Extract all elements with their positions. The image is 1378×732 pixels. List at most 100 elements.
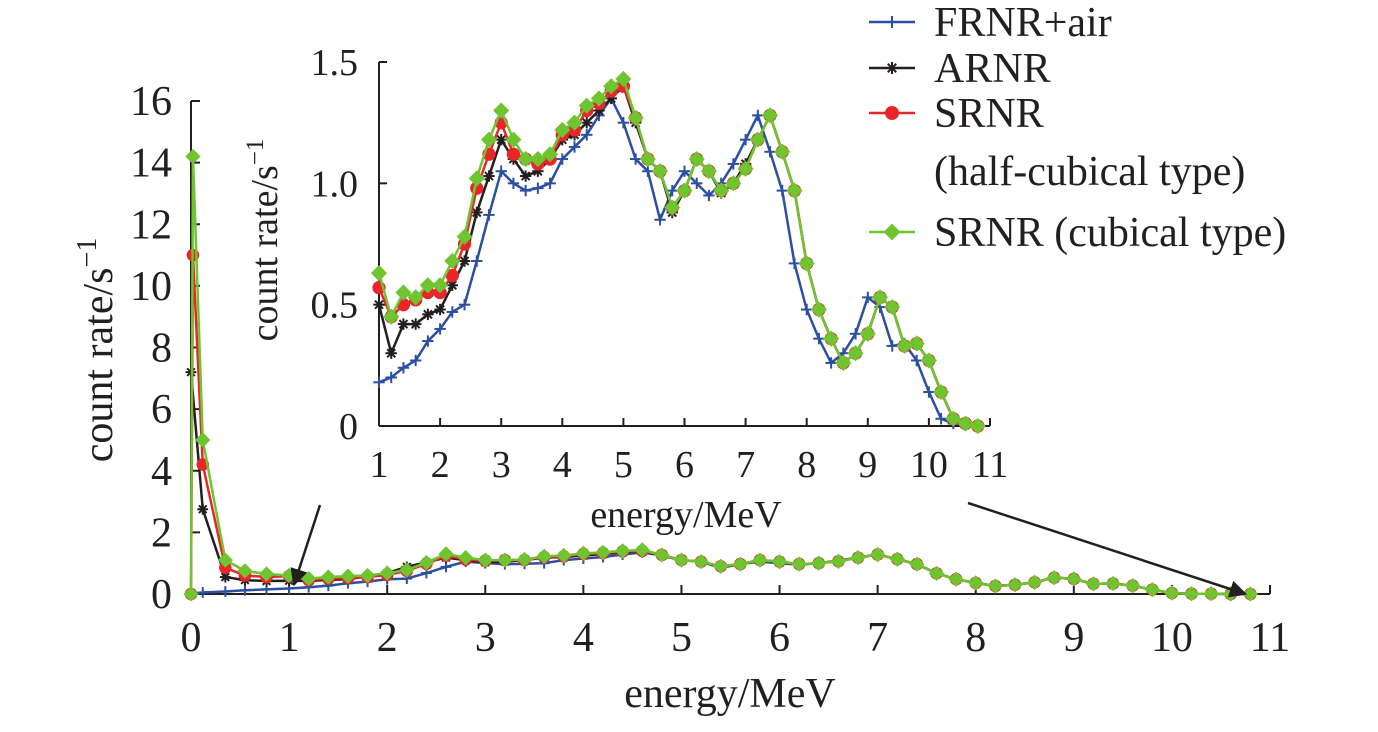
main-y-tick-label: 8 (151, 326, 172, 372)
inset-data-point (370, 265, 388, 282)
inset-data-point (373, 376, 385, 389)
inset-series-line (378, 95, 979, 428)
inset-data-point (590, 90, 608, 107)
inset-data-point (923, 386, 935, 398)
inset-data-point (506, 147, 521, 161)
main-data-point (258, 566, 275, 582)
main-data-point (713, 558, 729, 574)
main-data-point (197, 587, 209, 598)
inset-data-point (456, 228, 473, 245)
inset-y-tick-label: 1.0 (311, 163, 359, 205)
inset-data-point (471, 206, 483, 219)
inset-data-point (554, 121, 571, 139)
inset-data-point (566, 114, 583, 131)
inset-data-point (446, 306, 459, 318)
inset-data-point (603, 78, 620, 95)
main-y-axis-unit-sup: −1 (72, 238, 103, 268)
main-data-point (869, 546, 886, 563)
inset-data-point (849, 328, 862, 340)
main-data-point (791, 556, 807, 572)
legend-item-srnr_half: SRNR (half-cubical type) (869, 91, 1245, 195)
main-x-tick-label: 7 (867, 615, 888, 661)
main-data-point (575, 545, 592, 561)
inset-x-tick-label: 9 (858, 444, 877, 486)
inset-data-point (495, 165, 507, 177)
inset-x-tick-label: 5 (614, 444, 633, 486)
inset-x-tick-label: 10 (910, 444, 948, 486)
inset-data-point (407, 289, 424, 306)
main-y-tick-label: 4 (151, 449, 172, 495)
inset-data-point (495, 133, 507, 146)
inset-data-point (409, 354, 422, 367)
inset-x-tick-label: 1 (370, 444, 389, 486)
inset-data-point (385, 371, 397, 384)
inset-x-tick-label: 4 (553, 444, 572, 486)
main-data-point (399, 562, 415, 578)
inset-data-point (823, 330, 840, 347)
main-data-point (614, 543, 631, 559)
inset-data-point (458, 255, 471, 267)
main-x-tick-label: 5 (671, 615, 692, 661)
inset-y-axis-unit-sup: −1 (242, 139, 269, 166)
main-y-tick-label: 6 (151, 387, 172, 433)
main-x-tick-label: 9 (1063, 615, 1084, 661)
inset-data-point (409, 318, 422, 330)
main-data-point (438, 546, 454, 562)
inset-data-point (739, 133, 752, 146)
zoom-arrow-left (290, 504, 322, 587)
inset-data-point (920, 352, 937, 369)
inset-data-point (458, 298, 471, 311)
inset-data-point (556, 153, 568, 165)
inset-data-point (798, 255, 815, 272)
inset-data-point (810, 301, 827, 318)
inset-data-point (383, 308, 400, 325)
inset-x-tick-label: 6 (675, 444, 694, 486)
main-x-tick-label: 10 (1151, 615, 1193, 661)
inset-data-point (859, 325, 876, 342)
inset-data-point (727, 158, 740, 170)
legend-marker (885, 106, 899, 120)
inset-data-point (678, 165, 691, 177)
main-data-point (239, 584, 251, 596)
inset-data-point (385, 347, 397, 359)
main-data-point (771, 553, 788, 570)
main-data-point (654, 547, 670, 563)
inset-data-point (529, 150, 546, 168)
inset-data-point (847, 345, 864, 362)
main-x-tick-label: 0 (181, 615, 202, 661)
main-y-tick-label: 14 (130, 141, 172, 187)
main-data-point (219, 586, 231, 597)
inset-data-point (544, 177, 556, 190)
legend-marker (886, 16, 898, 28)
inset-data-point (884, 299, 901, 316)
inset-data-point (825, 357, 837, 369)
main-data-point (928, 565, 945, 582)
main-data-point (634, 542, 650, 558)
inset-data-point (444, 252, 461, 270)
main-y-tick-label: 12 (130, 202, 172, 248)
inset-data-point (786, 182, 803, 199)
inset-data-point (434, 303, 446, 316)
main-data-point (1085, 576, 1102, 592)
main-data-point (968, 575, 984, 591)
inset-data-point (969, 417, 986, 435)
inset-data-point (434, 323, 446, 335)
inset-data-point (627, 109, 644, 126)
main-data-point (1125, 578, 1141, 594)
inset-data-point (666, 184, 678, 197)
legend-label: SRNR (cubical type) (934, 210, 1286, 256)
main-data-point (301, 570, 317, 587)
inset-data-point (761, 107, 779, 124)
inset-data-point (910, 354, 923, 367)
inset-series-line (377, 84, 979, 428)
inset-data-point (519, 170, 532, 182)
inset-y-tick-label: 0 (339, 406, 358, 448)
inset-data-point (422, 308, 434, 321)
inset-data-point (568, 141, 581, 153)
inset-data-point (688, 150, 705, 168)
main-data-point (197, 503, 209, 515)
inset-data-point (445, 268, 459, 283)
inset-x-axis-label: energy/MeV (590, 494, 782, 536)
inset-data-point (676, 182, 693, 199)
